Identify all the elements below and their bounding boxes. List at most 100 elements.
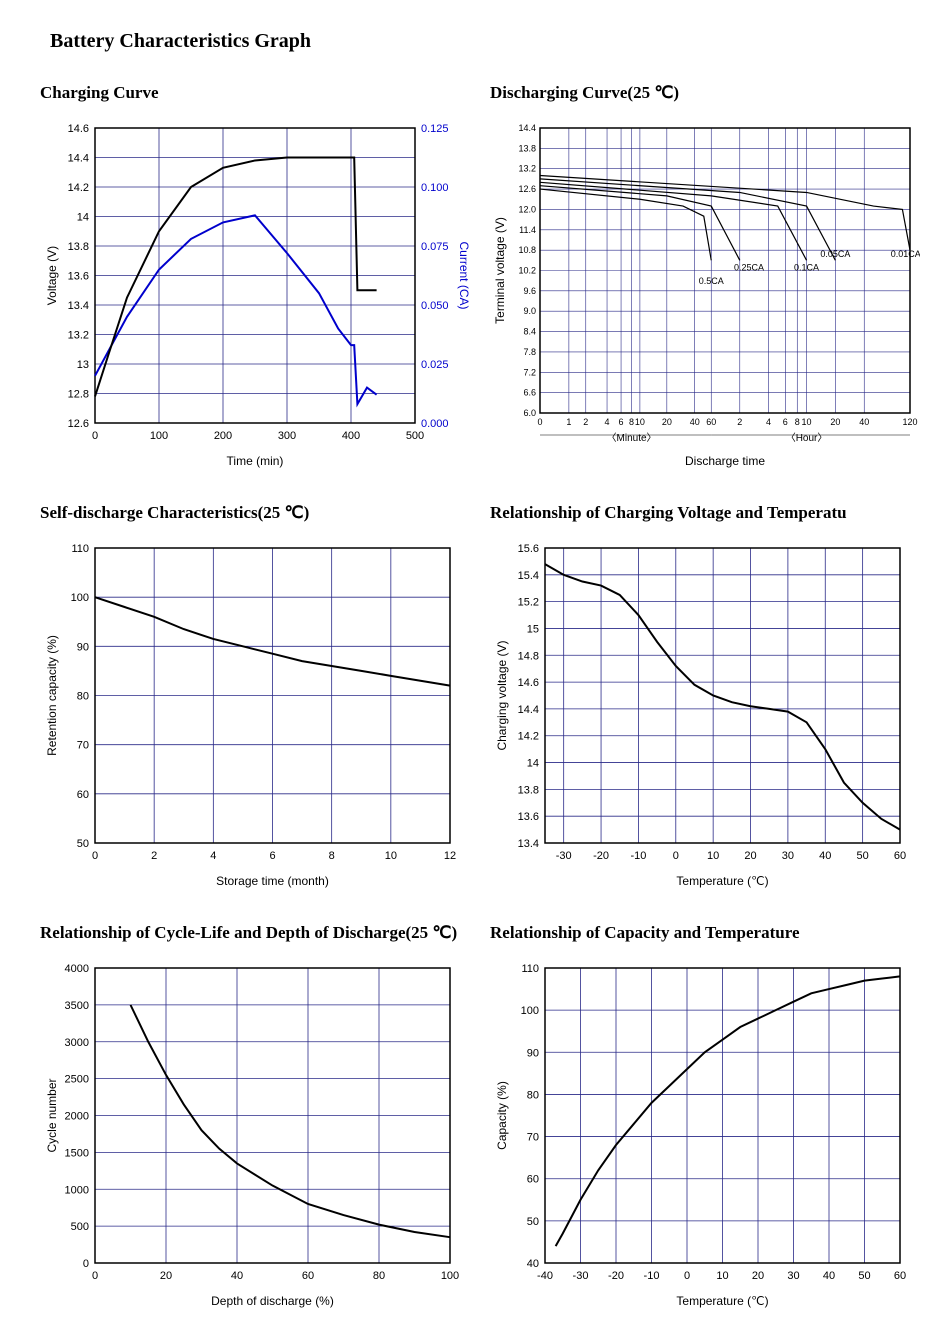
svg-text:50: 50: [77, 838, 89, 850]
svg-text:14: 14: [527, 758, 539, 770]
svg-text:3500: 3500: [65, 1000, 89, 1012]
svg-text:-20: -20: [593, 850, 609, 862]
svg-text:80: 80: [373, 1270, 385, 1282]
svg-text:13.2: 13.2: [68, 330, 89, 342]
svg-text:13.4: 13.4: [518, 838, 539, 850]
svg-text:Cycle number: Cycle number: [45, 1078, 59, 1152]
svg-text:13: 13: [77, 359, 89, 371]
svg-text:8: 8: [629, 417, 634, 427]
svg-text:Storage time (month): Storage time (month): [216, 874, 329, 888]
svg-text:0: 0: [673, 850, 679, 862]
svg-text:Voltage (V): Voltage (V): [45, 246, 59, 305]
svg-text:14: 14: [77, 212, 89, 224]
svg-text:13.6: 13.6: [518, 811, 539, 823]
svg-text:-10: -10: [644, 1270, 660, 1282]
svg-text:-30: -30: [556, 850, 572, 862]
svg-text:8: 8: [795, 417, 800, 427]
svg-text:Charging voltage (V): Charging voltage (V): [495, 640, 509, 750]
svg-text:500: 500: [406, 430, 424, 442]
svg-text:14.2: 14.2: [518, 731, 539, 743]
svg-text:Current (CA): Current (CA): [457, 241, 470, 309]
chart-discharging-curve: Discharging Curve(25 ℃) 6.06.67.27.88.49…: [490, 83, 920, 473]
chart-title: Relationship of Capacity and Temperature: [490, 923, 920, 943]
svg-text:Depth of discharge (%): Depth of discharge (%): [211, 1294, 334, 1308]
chart-charging-voltage-temp: Relationship of Charging Voltage and Tem…: [490, 503, 920, 893]
svg-text:8.4: 8.4: [523, 327, 536, 337]
svg-text:60: 60: [527, 1174, 539, 1186]
page-title: Battery Characteristics Graph: [50, 30, 900, 53]
svg-text:60: 60: [894, 850, 906, 862]
svg-text:12.0: 12.0: [518, 204, 536, 214]
svg-text:80: 80: [527, 1089, 539, 1101]
chart-self-discharge: Self-discharge Characteristics(25 ℃) 024…: [40, 503, 470, 893]
svg-text:0.075: 0.075: [421, 241, 449, 253]
svg-text:12.6: 12.6: [68, 418, 89, 430]
chart-svg-discharging: 6.06.67.27.88.49.09.610.210.811.412.012.…: [490, 113, 920, 473]
svg-text:0.050: 0.050: [421, 300, 449, 312]
svg-text:40: 40: [819, 850, 831, 862]
chart-title: Self-discharge Characteristics(25 ℃): [40, 503, 470, 523]
svg-text:1000: 1000: [65, 1184, 89, 1196]
svg-text:100: 100: [71, 592, 89, 604]
svg-text:100: 100: [521, 1005, 539, 1017]
svg-text:14.4: 14.4: [518, 704, 539, 716]
svg-text:50: 50: [527, 1216, 539, 1228]
svg-text:6: 6: [269, 850, 275, 862]
chart-capacity-temp: Relationship of Capacity and Temperature…: [490, 923, 920, 1313]
svg-text:0.025: 0.025: [421, 359, 449, 371]
svg-text:2500: 2500: [65, 1074, 89, 1086]
svg-text:40: 40: [690, 417, 700, 427]
svg-text:-40: -40: [537, 1270, 553, 1282]
svg-text:4000: 4000: [65, 963, 89, 975]
svg-text:〈Minute〉: 〈Minute〉: [607, 432, 657, 444]
svg-text:13.8: 13.8: [518, 784, 539, 796]
svg-text:400: 400: [342, 430, 360, 442]
svg-text:110: 110: [521, 963, 539, 975]
chart-svg-selfdis: 0246810125060708090100110Storage time (m…: [40, 533, 470, 893]
chart-title: Discharging Curve(25 ℃): [490, 83, 920, 103]
svg-text:4: 4: [766, 417, 771, 427]
svg-text:12.8: 12.8: [68, 389, 89, 401]
svg-text:13.4: 13.4: [68, 300, 89, 312]
svg-text:12: 12: [444, 850, 456, 862]
svg-text:300: 300: [278, 430, 296, 442]
svg-text:15.6: 15.6: [518, 543, 539, 555]
svg-text:50: 50: [858, 1270, 870, 1282]
svg-text:0: 0: [92, 850, 98, 862]
svg-text:40: 40: [231, 1270, 243, 1282]
svg-text:1500: 1500: [65, 1147, 89, 1159]
svg-text:10.8: 10.8: [518, 245, 536, 255]
svg-text:0: 0: [537, 417, 542, 427]
svg-text:50: 50: [857, 850, 869, 862]
svg-text:11.4: 11.4: [519, 225, 536, 235]
svg-text:3000: 3000: [65, 1037, 89, 1049]
svg-text:10.2: 10.2: [518, 266, 536, 276]
svg-text:-20: -20: [608, 1270, 624, 1282]
svg-text:15: 15: [527, 623, 539, 635]
svg-text:120: 120: [902, 417, 917, 427]
svg-text:1: 1: [566, 417, 571, 427]
svg-text:8: 8: [329, 850, 335, 862]
svg-text:200: 200: [214, 430, 232, 442]
svg-text:〈Hour〉: 〈Hour〉: [786, 432, 828, 444]
chart-cycle-life: Relationship of Cycle-Life and Depth of …: [40, 923, 470, 1313]
chart-title: Charging Curve: [40, 83, 470, 103]
svg-text:0.100: 0.100: [421, 182, 449, 194]
svg-text:10: 10: [385, 850, 397, 862]
svg-text:90: 90: [77, 641, 89, 653]
svg-text:500: 500: [71, 1221, 89, 1233]
svg-text:4: 4: [210, 850, 216, 862]
svg-text:13.6: 13.6: [68, 271, 89, 283]
svg-text:0: 0: [92, 1270, 98, 1282]
svg-text:14.6: 14.6: [68, 123, 89, 135]
svg-text:30: 30: [787, 1270, 799, 1282]
svg-text:13.2: 13.2: [518, 164, 536, 174]
svg-text:70: 70: [527, 1132, 539, 1144]
svg-text:80: 80: [77, 691, 89, 703]
chart-title: Relationship of Cycle-Life and Depth of …: [40, 923, 470, 943]
svg-text:30: 30: [782, 850, 794, 862]
svg-text:9.6: 9.6: [523, 286, 536, 296]
svg-text:100: 100: [441, 1270, 459, 1282]
svg-text:9.0: 9.0: [523, 306, 536, 316]
svg-text:4: 4: [605, 417, 610, 427]
